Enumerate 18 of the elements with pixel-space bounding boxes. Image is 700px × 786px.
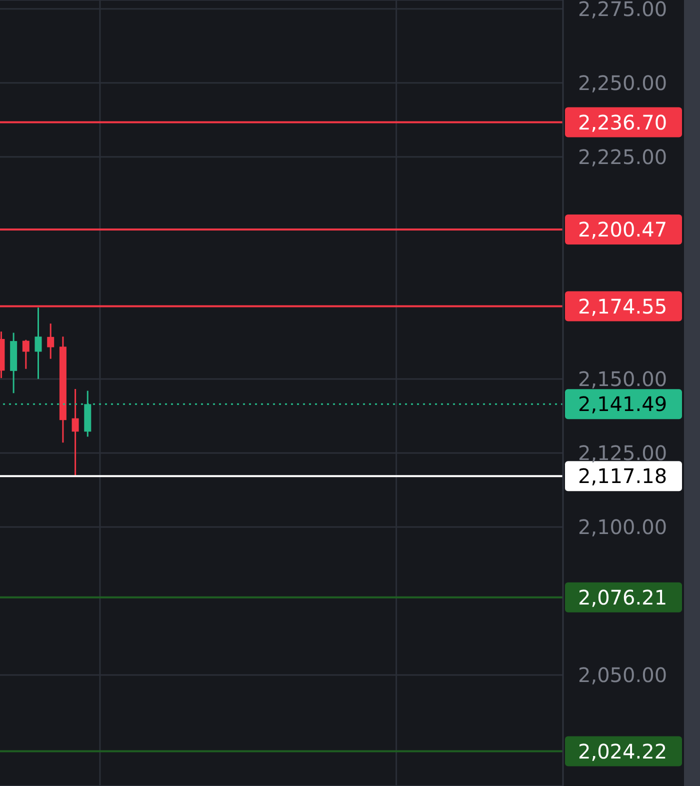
ref-line-label: 2,200.47 <box>578 218 668 242</box>
ref-line-label: 2,236.70 <box>578 110 668 134</box>
ref-line-label: 2,117.18 <box>578 464 668 488</box>
candlestick <box>34 306 42 380</box>
y-tick-label: 2,275.00 <box>578 0 668 21</box>
candlestick <box>22 339 30 370</box>
y-tick-label: 2,100.00 <box>578 514 668 539</box>
y-tick-label: 2,125.00 <box>578 440 668 465</box>
ref-line-label: 2,076.21 <box>578 585 668 610</box>
candlestick <box>47 322 54 360</box>
ref-line-label: 2,141.49 <box>578 392 668 416</box>
ref-line-label: 2,174.55 <box>578 294 668 318</box>
y-tick-label: 2,225.00 <box>578 144 668 169</box>
y-tick-label: 2,050.00 <box>578 662 668 687</box>
y-tick-label: 2,150.00 <box>578 366 668 391</box>
candlestick <box>72 388 79 477</box>
y-tick-label: 2,250.00 <box>578 70 668 95</box>
ref-line-label: 2,024.22 <box>578 739 668 764</box>
